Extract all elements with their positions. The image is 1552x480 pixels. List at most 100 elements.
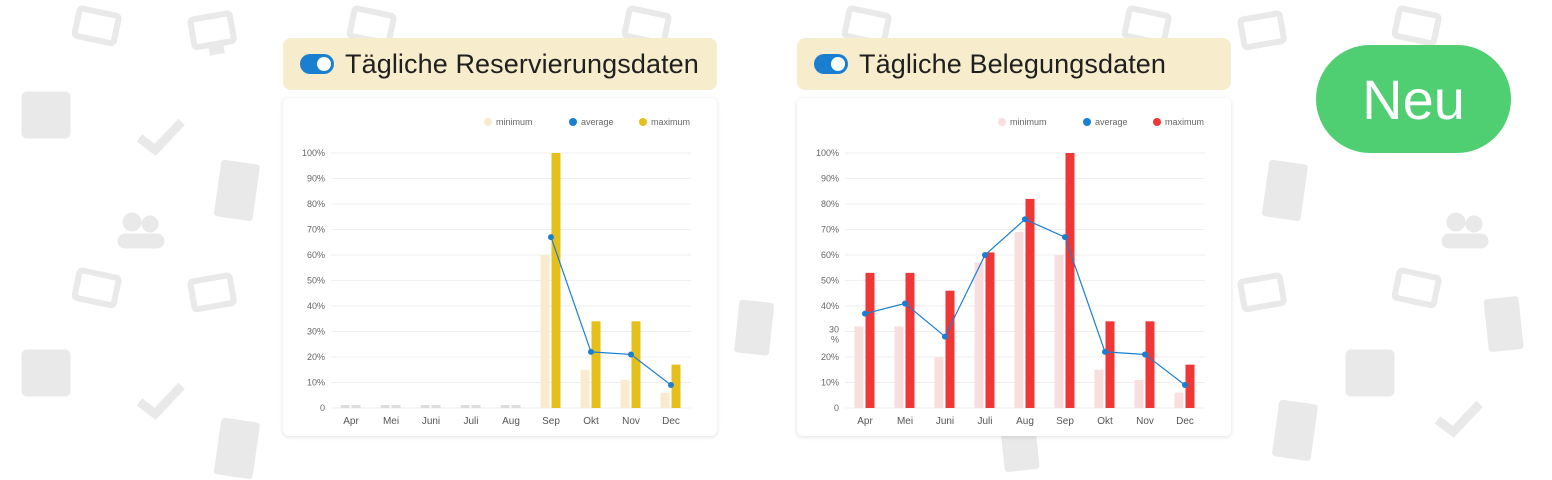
- average-point: [548, 234, 554, 241]
- average-point: [628, 351, 634, 358]
- y-tick-label: 80%: [307, 199, 325, 209]
- panel-header: Tägliche Belegungsdaten: [797, 38, 1231, 90]
- average-point: [1062, 234, 1068, 241]
- x-tick-label: Juni: [936, 416, 954, 427]
- y-tick-label: 20%: [821, 352, 839, 362]
- y-tick-label: 50%: [307, 276, 325, 286]
- maximum-legend-marker: [639, 118, 647, 126]
- maximum-bar: [945, 290, 955, 408]
- new-button[interactable]: Neu: [1316, 45, 1511, 153]
- occupancy-toggle[interactable]: [814, 54, 848, 74]
- x-tick-label: Nov: [1136, 416, 1154, 427]
- average-point: [862, 310, 868, 317]
- x-tick-label: Juli: [977, 416, 992, 427]
- maximum-legend-label: maximum: [651, 117, 690, 127]
- panel-title: Tägliche Belegungsdaten: [859, 48, 1167, 79]
- x-tick-label: Sep: [1056, 416, 1074, 427]
- minimum-bar: [460, 405, 470, 408]
- panel-header: Tägliche Reservierungsdaten: [283, 38, 717, 90]
- x-tick-label: Sep: [542, 416, 560, 427]
- minimum-bar: [854, 326, 864, 408]
- maximum-bar: [1105, 321, 1115, 408]
- people-icon: [117, 212, 165, 249]
- y-tick-label: 10%: [307, 378, 325, 388]
- maximum-bar: [591, 321, 601, 408]
- y-tick-label: 70%: [821, 225, 839, 235]
- maximum-bar: [391, 405, 401, 408]
- average-point: [902, 300, 908, 307]
- monitor-icon: [187, 272, 237, 313]
- y-tick-label: 10%: [821, 378, 839, 388]
- minimum-bar: [340, 405, 350, 408]
- building-icon: [214, 417, 260, 479]
- y-tick-label: 30%: [829, 325, 839, 345]
- maximum-bar: [1185, 364, 1195, 408]
- monitor-icon: [187, 10, 237, 56]
- minimum-bar: [1174, 392, 1184, 408]
- minimum-bar: [620, 379, 630, 408]
- x-tick-label: Aug: [1016, 416, 1034, 427]
- minimum-bar: [934, 357, 944, 408]
- x-tick-label: Apr: [857, 416, 873, 427]
- calendar-icon: [21, 349, 71, 397]
- y-tick-label: 0: [320, 403, 325, 413]
- maximum-bar: [905, 272, 915, 408]
- maximum-bar: [351, 405, 361, 408]
- building-icon: [214, 159, 260, 221]
- x-tick-label: Nov: [622, 416, 640, 427]
- minimum-bar: [894, 326, 904, 408]
- maximum-bar: [431, 405, 441, 408]
- building-icon: [1262, 159, 1308, 221]
- minimum-bar: [974, 262, 984, 408]
- x-tick-label: Mei: [897, 416, 913, 427]
- average-point: [942, 333, 948, 340]
- x-tick-label: Apr: [343, 416, 359, 427]
- occupancy-chart-card: 0 10% 20% 30% 40% 50% 60% 70% 80% 90% 100% Apr Mei Ju…: [797, 98, 1231, 436]
- minimum-bar: [500, 405, 510, 408]
- minimum-legend-label: minimum: [1010, 117, 1047, 127]
- x-tick-label: Dec: [662, 416, 680, 427]
- y-tick-label: 50%: [821, 276, 839, 286]
- building-icon: [1483, 296, 1524, 352]
- check-icon: [136, 382, 185, 420]
- monitor-icon: [1237, 272, 1287, 313]
- y-tick-label: 30%: [307, 327, 325, 337]
- occupancy-chart: 0 10% 20% 30 % 40% 50% 60% 70% 80% 90% 100% Apr Mei Ju…: [816, 117, 1205, 427]
- y-tick-label: 60%: [821, 250, 839, 260]
- average-legend-marker: [1083, 118, 1091, 126]
- x-tick-label: Juli: [463, 416, 478, 427]
- people-icon: [1441, 212, 1489, 249]
- average-point: [1102, 348, 1108, 355]
- maximum-bar: [985, 252, 995, 408]
- building-icon: [734, 299, 775, 356]
- average-point: [1182, 382, 1188, 389]
- minimum-bar: [660, 392, 670, 408]
- y-tick-label: 60%: [307, 250, 325, 260]
- x-tick-label: Mei: [383, 416, 399, 427]
- reservation-panel: Tägliche Reservierungsdaten 0 10% 20% 30% 40…: [283, 38, 717, 436]
- maximum-bar: [1065, 153, 1075, 408]
- check-icon: [136, 118, 185, 156]
- y-tick-label: 40%: [307, 301, 325, 311]
- minimum-bar: [1134, 379, 1144, 408]
- reservation-chart-card: 0 10% 20% 30% 40% 50% 60% 70% 80% 90% 100% Apr Mei Ju…: [283, 98, 717, 436]
- x-tick-label: Okt: [1097, 416, 1113, 427]
- average-line: [550, 236, 672, 386]
- calendar-icon: [21, 91, 71, 139]
- minimum-legend-marker: [998, 118, 1006, 126]
- reservation-chart: 0 10% 20% 30% 40% 50% 60% 70% 80% 90% 100% Apr Mei Ju…: [302, 117, 691, 427]
- minimum-legend-marker: [484, 118, 492, 126]
- building-icon: [1272, 399, 1318, 461]
- maximum-bar: [511, 405, 521, 408]
- maximum-legend-label: maximum: [1165, 117, 1204, 127]
- reservation-toggle[interactable]: [300, 54, 334, 74]
- minimum-bar: [540, 255, 550, 408]
- y-tick-label: 40%: [821, 301, 839, 311]
- monitor-icon: [1237, 10, 1287, 51]
- sofa-icon: [1391, 267, 1442, 309]
- x-tick-label: Aug: [502, 416, 520, 427]
- average-point: [588, 348, 594, 355]
- maximum-bar: [551, 153, 561, 408]
- x-tick-label: Dec: [1176, 416, 1194, 427]
